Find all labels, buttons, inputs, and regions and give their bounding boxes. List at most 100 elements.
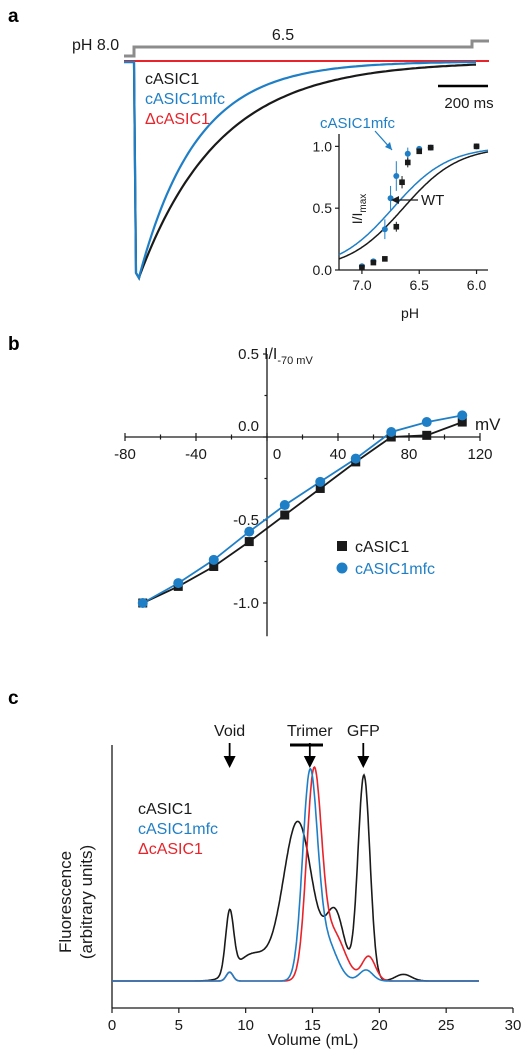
inset-label-casic1mfc: cASIC1mfc xyxy=(320,115,396,132)
inset-points xyxy=(358,143,480,271)
iv-point-casic1mfc xyxy=(244,526,255,537)
iv-x-tick-label: 0 xyxy=(273,446,281,463)
panel-a-trace-area: pH 8.0 6.5 cASIC1 cASIC1mfc ΔcASIC1 200 … xyxy=(72,27,494,281)
iv-x-label: mV xyxy=(475,415,501,434)
trace-casic1mfc xyxy=(124,60,476,281)
iv-y-tick-label: -1.0 xyxy=(233,595,259,612)
legend-b-casic1mfc-marker xyxy=(336,562,348,574)
inset-arrowhead-blue xyxy=(385,142,392,150)
iv-y-label-sub: -70 mV xyxy=(277,355,313,367)
inset-point-casic1mfc xyxy=(381,226,388,233)
legend-c-casic1: cASIC1 xyxy=(138,801,192,818)
marker-label-void: Void xyxy=(214,723,245,740)
panel-a-label: a xyxy=(8,6,19,27)
fsec-y-label-line2: (arbitrary units) xyxy=(77,845,96,959)
legend-b-casic1-marker xyxy=(337,541,347,551)
inset-ticks: 7.0 6.5 6.0 0.0 0.5 1.0 xyxy=(313,138,487,293)
legend-c-dcasic1: ΔcASIC1 xyxy=(138,841,203,858)
iv-point-casic1mfc xyxy=(173,578,184,589)
inset-y-label: I/Imax xyxy=(349,194,369,225)
iv-point-casic1mfc xyxy=(208,554,219,565)
ph-step-label: 6.5 xyxy=(272,27,294,44)
marker-arrowhead-void xyxy=(223,756,236,768)
inset-y-label-main: I/I xyxy=(349,213,365,225)
fsec-x-tick-label: 30 xyxy=(505,1017,522,1034)
fsec-x-tick-label: 10 xyxy=(237,1017,254,1034)
marker-arrowhead-trimer xyxy=(303,756,316,768)
inset-point-wt xyxy=(416,148,423,155)
fsec-trace-casic1mfc xyxy=(112,767,479,982)
inset-point-casic1mfc xyxy=(404,150,411,157)
legend-b-casic1mfc: cASIC1mfc xyxy=(355,561,435,578)
trace-casic1 xyxy=(124,60,477,281)
fsec-x-tick-label: 20 xyxy=(371,1017,388,1034)
inset-point-wt xyxy=(370,259,377,266)
iv-x-tick-label: -80 xyxy=(114,446,136,463)
legend-a-dcasic1: ΔcASIC1 xyxy=(145,111,210,128)
fsec-x-tick-label: 0 xyxy=(108,1017,116,1034)
iv-point-casic1mfc xyxy=(457,410,468,421)
panel-c-label: c xyxy=(8,688,19,709)
iv-line-casic1mfc xyxy=(142,414,463,604)
iv-point-casic1mfc xyxy=(315,476,326,487)
iv-y-tick-label: 0.5 xyxy=(238,346,259,363)
fsec-x-tick-label: 15 xyxy=(304,1017,321,1034)
inset-point-casic1mfc xyxy=(393,173,400,180)
iv-x-tick-label: 80 xyxy=(401,446,418,463)
iv-point-casic1mfc xyxy=(386,427,397,438)
inset-point-wt xyxy=(393,223,400,230)
iv-point-casic1 xyxy=(244,537,254,547)
fsec-plot: 0 5 10 15 20 25 30 Volume (mL) Fluorescence (a… xyxy=(56,723,521,1049)
inset-fit-wt xyxy=(338,151,489,260)
fsec-x-label: Volume (mL) xyxy=(268,1032,359,1049)
iv-point-casic1 xyxy=(422,430,432,440)
iv-ticks: -80 -40 0 40 80 120 0.5 0.0 -0.5 -1.0 xyxy=(114,346,492,612)
inset-arrowhead-wt xyxy=(391,196,399,204)
inset-point-wt xyxy=(359,264,365,271)
iv-x-tick-label: 120 xyxy=(467,446,492,463)
fsec-x-tick-label: 5 xyxy=(175,1017,183,1034)
iv-point-casic1mfc xyxy=(137,598,148,608)
marker-label-gfp: GFP xyxy=(347,723,380,740)
iv-point-casic1 xyxy=(280,510,290,520)
iv-x-tick-label: 40 xyxy=(330,446,347,463)
iv-line-casic1 xyxy=(142,421,463,604)
legend-a-casic1mfc: cASIC1mfc xyxy=(145,91,225,108)
legend-c-casic1mfc: cASIC1mfc xyxy=(138,821,218,838)
inset-point-wt xyxy=(473,143,480,150)
iv-point-casic1 xyxy=(457,417,467,427)
inset-x-tick-label: 6.0 xyxy=(467,277,487,293)
iv-y-label-main: I/I xyxy=(264,346,277,363)
inset-label-wt: WT xyxy=(421,192,444,209)
fsec-markers: Void Trimer GFP xyxy=(214,723,380,768)
iv-points xyxy=(137,410,468,608)
inset-point-wt xyxy=(427,144,434,151)
inset-y-tick-label: 0.0 xyxy=(313,262,333,278)
inset-y-tick-label: 0.5 xyxy=(313,200,333,216)
ph-protocol-line xyxy=(124,39,489,58)
inset-point-wt xyxy=(404,159,411,166)
iv-y-tick-label: -0.5 xyxy=(233,512,259,529)
iv-point-casic1mfc xyxy=(279,500,290,511)
inset-point-wt xyxy=(382,256,388,262)
iv-plot: -80 -40 0 40 80 120 0.5 0.0 -0.5 -1.0 mV I/I-70 m… xyxy=(114,346,501,637)
fsec-x-tick-label: 25 xyxy=(438,1017,455,1034)
ph-response-inset: 7.0 6.5 6.0 0.0 0.5 1.0 pH I/Imax cASIC1mfc W… xyxy=(313,115,489,321)
inset-fit-casic1mfc xyxy=(338,149,489,256)
inset-y-label-sub: max xyxy=(358,194,369,213)
iv-point-casic1mfc xyxy=(350,453,361,464)
panel-b-label: b xyxy=(8,334,20,355)
inset-point-wt xyxy=(399,179,405,186)
iv-point-casic1mfc xyxy=(421,417,432,428)
inset-x-label: pH xyxy=(401,305,419,321)
marker-arrowhead-gfp xyxy=(357,756,370,768)
scale-bar-label: 200 ms xyxy=(444,95,493,112)
legend-a-casic1: cASIC1 xyxy=(145,71,199,88)
iv-y-tick-label: 0.0 xyxy=(238,418,259,435)
inset-x-tick-label: 6.5 xyxy=(409,277,429,293)
fsec-ticks: 0 5 10 15 20 25 30 xyxy=(108,1008,522,1034)
fsec-y-label-line1: Fluorescence xyxy=(56,851,75,953)
iv-x-tick-label: -40 xyxy=(185,446,207,463)
inset-y-tick-label: 1.0 xyxy=(313,138,333,154)
